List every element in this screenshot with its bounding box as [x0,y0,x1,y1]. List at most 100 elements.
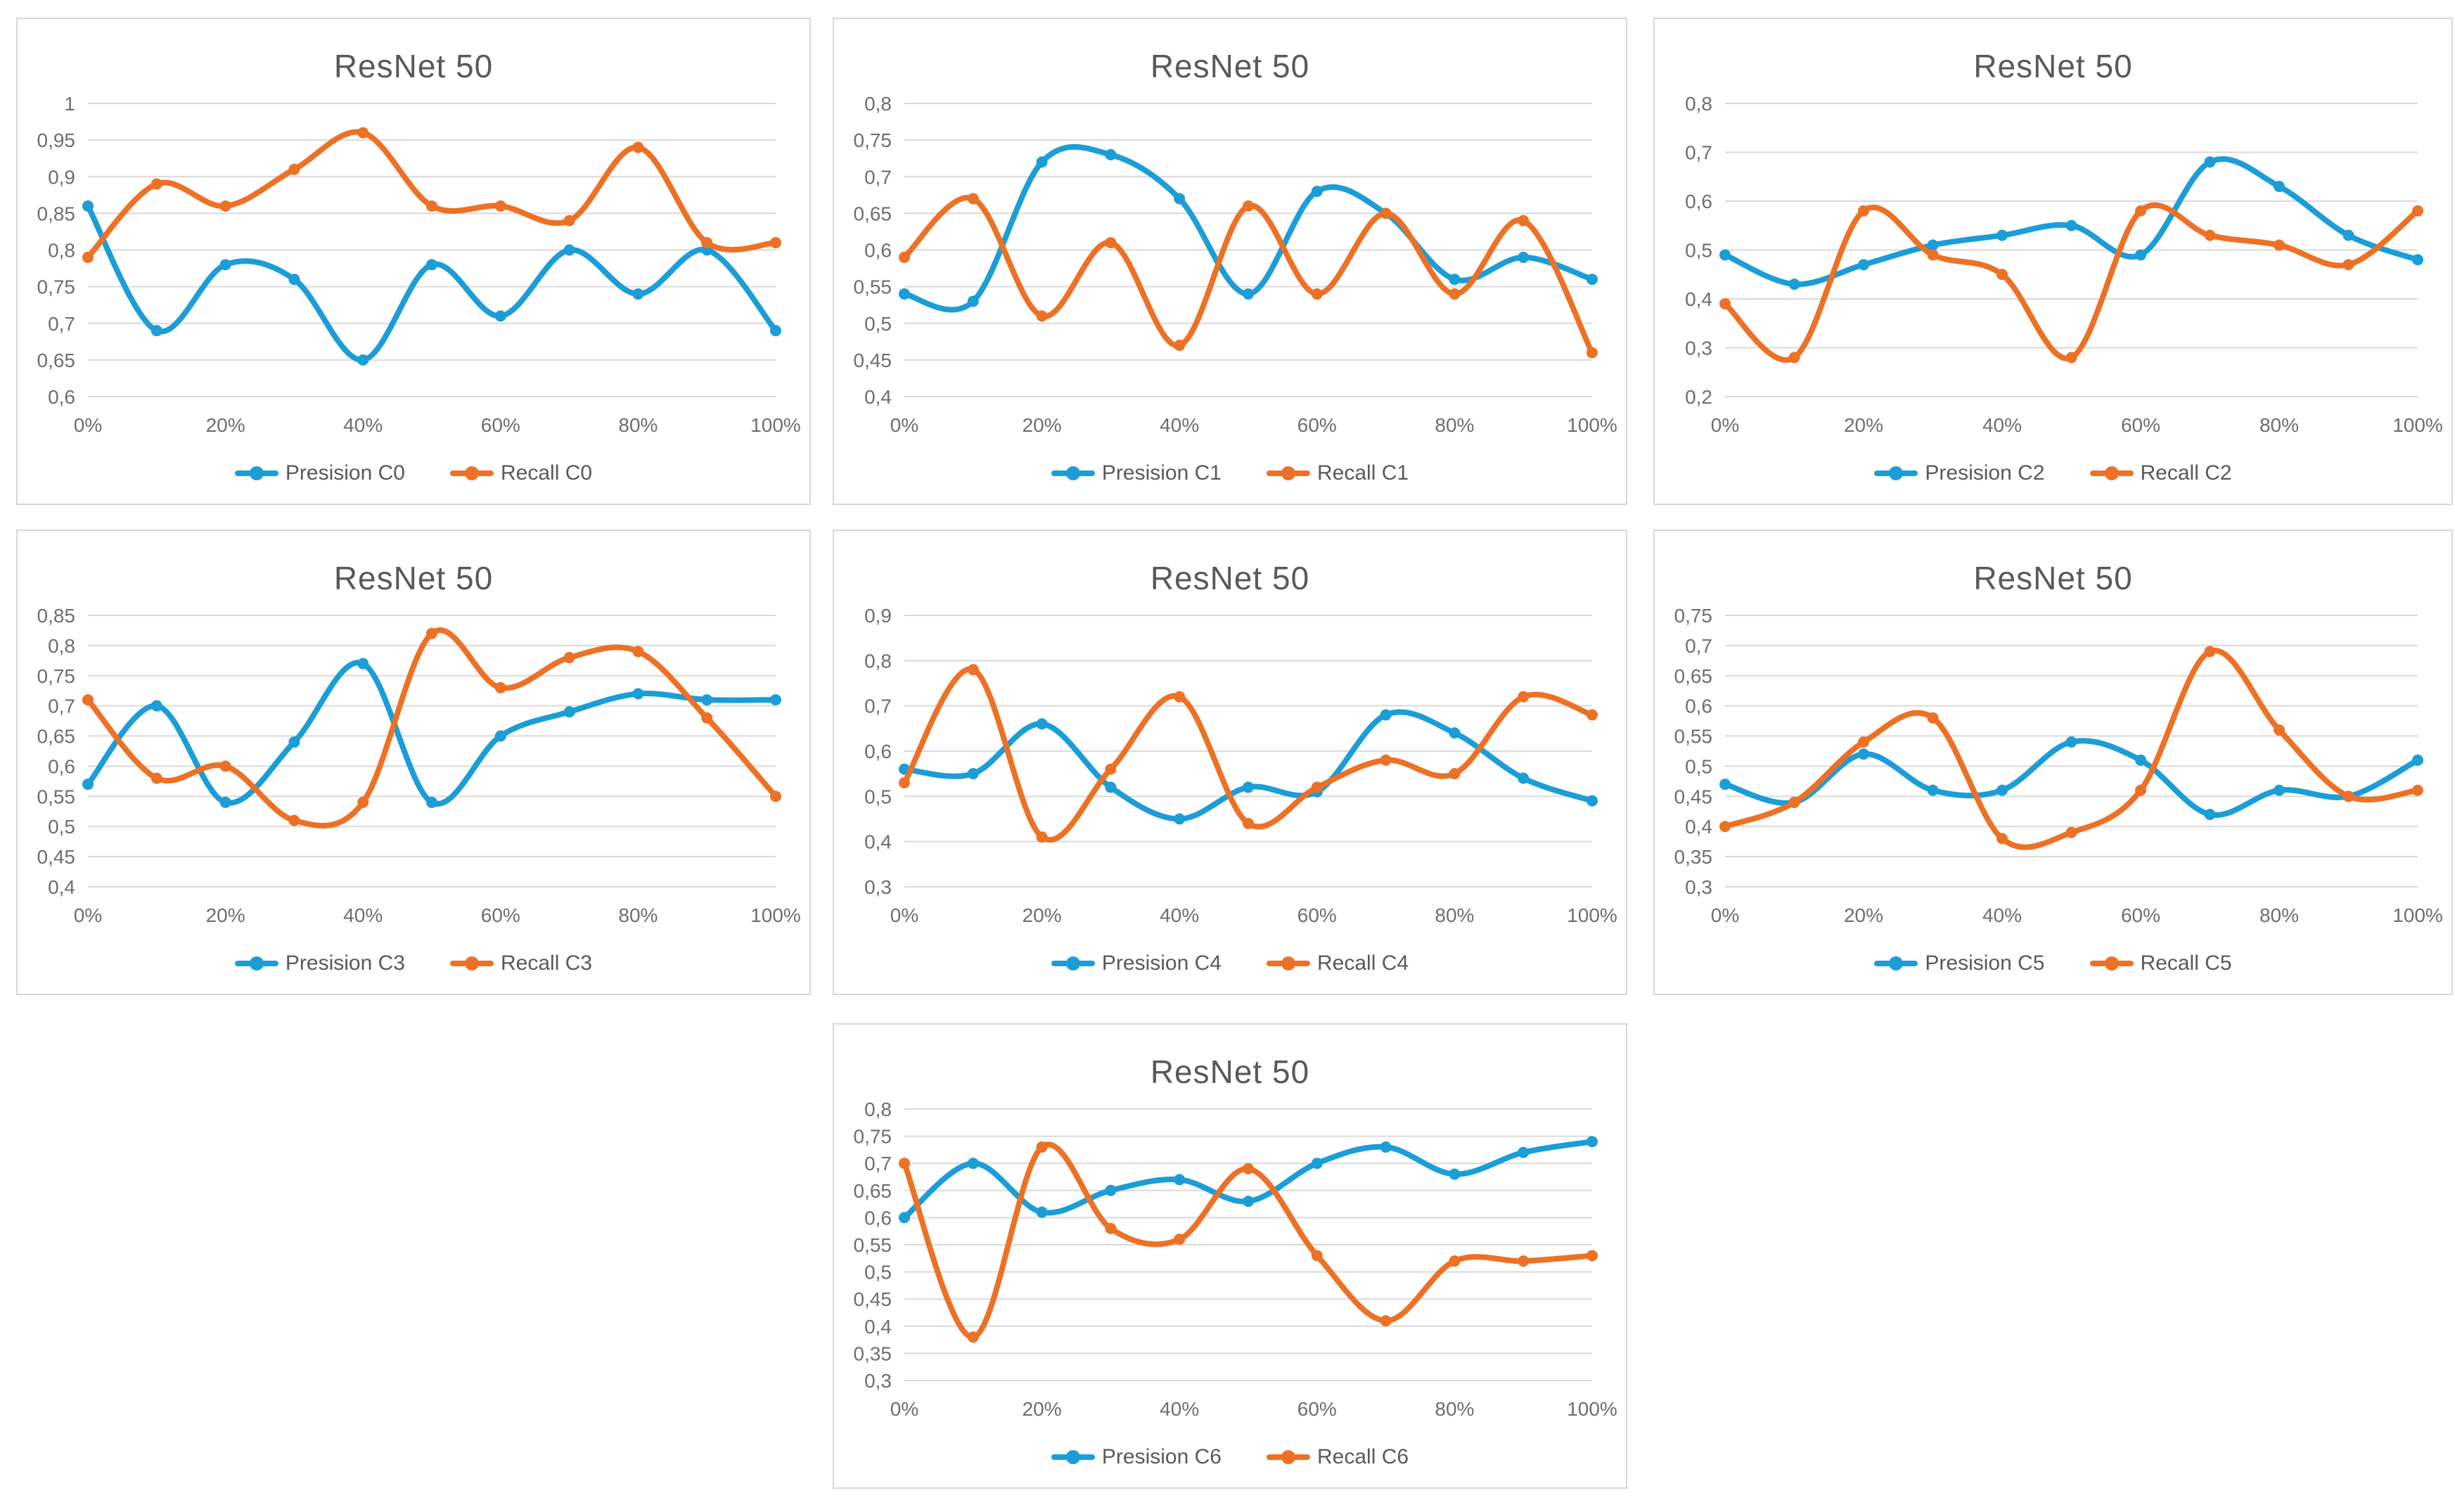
y-tick-label: 0,6 [1685,191,1712,212]
y-tick-label: 0,8 [48,635,75,657]
x-tick-label: 0% [74,414,102,436]
data-point-marker [426,627,437,639]
point-marker-icon [249,956,264,970]
x-tick-label: 60% [481,904,520,926]
data-point-marker [1587,795,1598,807]
data-point-marker [967,768,979,780]
chart-panel-c4: 0,9 0,8 0,7 0,6 0,5 0,4 0,3 0% 20% 40% 60% 80% 100% … [833,530,1627,995]
y-tick-label: 0,7 [864,696,892,717]
line-plot: 1 0,95 0,9 0,85 0,8 0,75 0,7 0,65 0,6 0% 20% 40% 60%… [37,93,801,436]
y-tick-label: 0,75 [854,129,892,151]
y-tick-label: 0,4 [48,876,75,898]
data-point-marker [770,790,781,802]
data-point-marker [1927,249,1939,261]
y-tick-label: 0,6 [1685,696,1712,717]
data-point-marker [899,1212,910,1224]
legend-label: Presision C2 [1925,461,2045,485]
y-tick-label: 0,9 [48,166,75,188]
legend-label: Presision C4 [1101,952,1222,975]
x-tick-label: 0% [1711,414,1739,436]
data-point-marker [1036,718,1048,730]
data-point-marker [1518,1146,1530,1158]
line-plot: 0,8 0,7 0,6 0,5 0,4 0,3 0,2 0% 20% 40% 60% 80% 100% [1685,93,2443,436]
point-marker-icon [1065,466,1080,480]
data-point-marker [150,772,162,784]
x-tick-label: 20% [1023,904,1062,926]
data-point-marker [357,658,369,669]
data-point-marker [1927,712,1939,724]
chart-panel-c2: 0,8 0,7 0,6 0,5 0,4 0,3 0,2 0% 20% 40% 60% 80% 100% … [1653,18,2453,505]
x-tick-label: 40% [1982,414,2022,436]
x-tick-label: 40% [343,414,383,436]
legend-item-recall: Recall C3 [450,952,592,975]
y-tick-label: 0,35 [854,1343,892,1364]
y-tick-label: 0,7 [1685,142,1712,164]
data-point-marker [2274,784,2285,796]
y-tick-label: 0,4 [864,831,892,853]
data-point-marker [1243,817,1254,829]
data-point-marker [967,1158,979,1170]
legend-item-recall: Recall C1 [1267,461,1409,485]
y-tick-label: 0,75 [37,276,76,298]
data-point-marker [2342,790,2354,802]
legend-label: Recall C5 [2140,952,2232,975]
data-point-marker [2204,156,2216,168]
data-point-marker [288,274,300,286]
series-line [85,129,778,260]
x-tick-label: 80% [1435,1398,1474,1420]
data-point-marker [1105,148,1117,160]
chart-panel-c3: 0,85 0,8 0,75 0,7 0,65 0,6 0,55 0,5 0,45 0,4 0% 20%… [16,530,811,995]
chart-title: ResNet 50 [1973,560,2133,596]
series-line [902,143,1595,313]
data-point-marker [82,200,94,212]
data-point-marker [1036,310,1048,322]
y-tick-label: 1 [64,93,75,115]
x-tick-label: 100% [1567,414,1617,436]
data-point-marker [1587,1136,1598,1148]
data-point-marker [1174,193,1186,205]
line-plot: 0,85 0,8 0,75 0,7 0,65 0,6 0,55 0,5 0,45 0,4 0% 20%… [37,605,801,926]
data-point-marker [1036,1141,1048,1153]
x-tick-label: 80% [2260,904,2299,926]
y-tick-label: 0,7 [864,166,892,188]
data-point-marker [2204,646,2216,658]
data-point-marker [1996,833,2008,845]
x-tick-label: 60% [481,414,520,436]
data-point-marker [82,694,94,706]
data-point-marker [1858,748,1869,760]
line-plot: 0,8 0,75 0,7 0,65 0,6 0,55 0,5 0,45 0,4 0,35 0,3 0%… [854,1098,1617,1420]
data-point-marker [1380,754,1392,766]
chart-legend: Presision C4 Recall C4 [834,952,1626,975]
data-point-marker [1518,772,1530,784]
data-point-marker [2412,754,2423,766]
data-point-marker [1587,709,1598,721]
data-point-marker [2274,724,2285,736]
series-line [1722,738,2421,818]
data-point-marker [288,736,300,748]
chart-title: ResNet 50 [1150,48,1310,84]
chart-title: ResNet 50 [1973,48,2133,84]
line-marker-icon [1267,956,1310,970]
line-marker-icon [234,956,278,970]
point-marker-icon [1889,466,1904,480]
data-point-marker [494,310,506,322]
data-point-marker [494,200,506,212]
data-point-marker [2412,784,2423,796]
line-marker-icon [1051,956,1095,970]
chart-legend: Presision C5 Recall C5 [1655,952,2451,975]
data-point-marker [899,251,910,263]
data-point-marker [1449,1168,1461,1180]
y-tick-label: 0,8 [864,650,892,672]
data-point-marker [1719,821,1731,833]
y-tick-label: 0,45 [1674,786,1713,807]
data-point-marker [219,796,231,808]
x-tick-label: 60% [1297,1398,1337,1420]
data-point-marker [899,777,910,789]
line-plot: 0,9 0,8 0,7 0,6 0,5 0,4 0,3 0% 20% 40% 60% 80% 100% [864,605,1617,926]
y-tick-label: 0,45 [854,1288,892,1310]
series-line [1722,202,2421,363]
line-marker-icon [1267,1450,1310,1464]
data-point-marker [1174,691,1186,703]
point-marker-icon [2104,466,2119,480]
line-marker-icon [450,956,494,970]
